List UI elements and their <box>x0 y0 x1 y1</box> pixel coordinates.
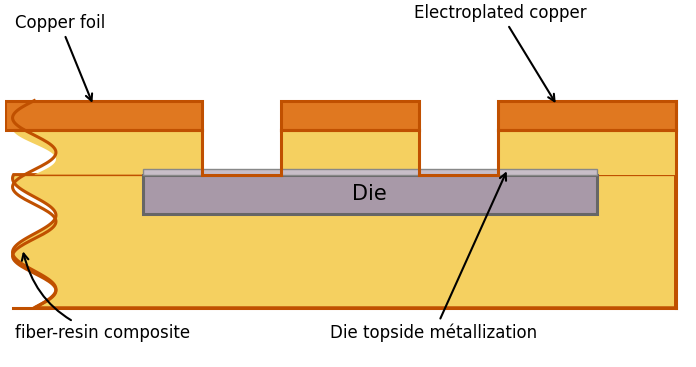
Polygon shape <box>281 101 419 130</box>
Polygon shape <box>13 101 202 175</box>
Text: Electroplated copper: Electroplated copper <box>414 4 587 101</box>
Polygon shape <box>143 175 596 214</box>
Polygon shape <box>498 101 676 130</box>
Polygon shape <box>281 101 419 175</box>
Text: Die topside métallization: Die topside métallization <box>330 173 537 342</box>
Polygon shape <box>143 169 596 175</box>
Polygon shape <box>13 175 676 308</box>
Polygon shape <box>5 101 202 130</box>
Text: Copper foil: Copper foil <box>15 14 105 101</box>
Polygon shape <box>498 101 676 175</box>
Text: fiber-resin composite: fiber-resin composite <box>15 254 189 342</box>
Text: Die: Die <box>352 184 387 204</box>
